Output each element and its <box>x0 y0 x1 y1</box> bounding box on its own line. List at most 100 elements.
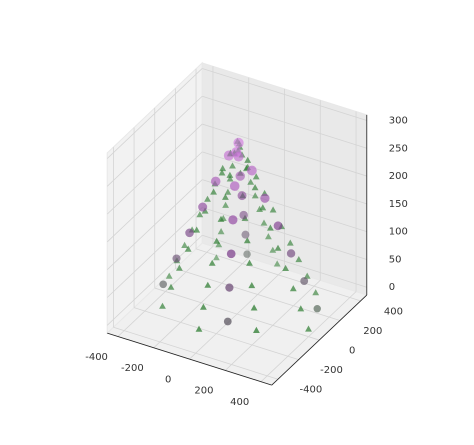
z-tick-label: 300 <box>389 115 408 126</box>
circle-point <box>223 150 234 161</box>
grid-line <box>154 287 320 341</box>
grid-line <box>113 326 279 380</box>
triangle-point <box>267 224 274 231</box>
grid-line <box>202 95 367 149</box>
triangle-point <box>295 256 303 263</box>
circle-point <box>233 137 244 149</box>
triangle-point <box>250 304 258 311</box>
triangle-point <box>297 305 305 312</box>
circle-point <box>226 249 236 259</box>
y-tick-label: 400 <box>384 306 403 317</box>
triangle-point <box>159 302 166 309</box>
circle-point <box>239 210 248 220</box>
triangle-point <box>208 259 216 266</box>
circle-point <box>228 215 238 225</box>
grid-line <box>133 307 299 361</box>
triangle-point <box>243 237 251 244</box>
triangle-point <box>303 272 311 279</box>
triangle-point <box>248 282 256 289</box>
triangle-point <box>217 215 225 222</box>
triangle-point <box>259 204 267 211</box>
triangle-point <box>222 201 229 208</box>
circle-point <box>172 254 181 263</box>
circle-point <box>243 250 251 258</box>
y-tick-label: 0 <box>349 345 355 356</box>
x-tick-label: 200 <box>194 386 213 397</box>
triangle-point <box>282 264 289 271</box>
y-axis-line <box>271 294 368 386</box>
x-tick-label: 400 <box>230 397 249 408</box>
triangle-point <box>251 192 259 199</box>
grid-line <box>106 179 203 271</box>
triangle-point <box>204 281 212 288</box>
triangle-point <box>218 169 226 176</box>
z-tick-label: 200 <box>389 171 408 182</box>
triangle-point <box>229 162 236 169</box>
y-tick-label: -200 <box>320 365 343 376</box>
triangle-point <box>226 171 234 178</box>
circle-point <box>225 283 234 292</box>
triangle-point <box>269 246 277 253</box>
circle-point <box>229 181 240 191</box>
grid-line <box>195 248 361 302</box>
triangle-point <box>305 325 312 332</box>
circle-point <box>313 305 321 313</box>
triangle-point <box>215 241 223 248</box>
triangle-point <box>181 241 188 248</box>
grid-line <box>106 95 203 187</box>
circle-point <box>231 147 242 158</box>
triangle-point <box>167 283 175 290</box>
triangle-point <box>289 285 297 292</box>
triangle-point <box>213 254 220 261</box>
circle-point <box>237 191 247 201</box>
grid-line <box>106 207 203 298</box>
circle-point <box>198 202 208 212</box>
triangle-point <box>269 206 277 213</box>
y-tick-label: 200 <box>363 326 382 337</box>
grid-line <box>202 123 367 177</box>
triangle-point <box>193 226 201 233</box>
grid-line <box>202 234 367 288</box>
triangle-point <box>196 211 204 218</box>
triangle-point <box>184 245 192 252</box>
triangle-point <box>176 264 183 271</box>
z-tick-label: 250 <box>389 143 408 154</box>
triangle-point <box>244 156 252 163</box>
circle-point <box>210 176 221 187</box>
triangle-point <box>213 237 221 244</box>
triangle-point <box>204 195 211 202</box>
triangle-point <box>200 303 207 310</box>
x-tick-label: -400 <box>85 352 108 363</box>
triangle-point <box>217 228 225 235</box>
triangle-point <box>274 244 282 251</box>
grid-line <box>202 151 367 205</box>
grid-line <box>202 68 367 121</box>
z-tick-label: 50 <box>389 254 402 265</box>
triangle-point <box>265 233 272 240</box>
triangle-point <box>253 326 260 333</box>
z-tick-label: 100 <box>389 227 408 238</box>
grid-line <box>106 123 203 215</box>
circle-point <box>286 249 296 258</box>
z-tick-label: 150 <box>389 199 408 210</box>
z-tick-label: 0 <box>389 282 395 293</box>
triangle-point <box>246 259 253 266</box>
triangle-point <box>226 175 234 182</box>
grid-line <box>202 207 367 260</box>
circle-point <box>185 228 194 238</box>
triangle-point <box>256 205 263 212</box>
x-tick-label: -200 <box>121 363 144 374</box>
triangle-point <box>247 178 255 185</box>
grid-line <box>202 179 367 233</box>
x-tick-label: 0 <box>165 374 171 385</box>
circle-point <box>300 277 309 285</box>
triangle-point <box>195 325 203 332</box>
grid-line <box>175 268 341 321</box>
triangle-point <box>222 193 229 200</box>
triangle-point <box>219 164 227 172</box>
triangle-point <box>273 260 281 267</box>
triangle-point <box>165 272 173 279</box>
circle-point <box>246 165 257 176</box>
triangle-point <box>210 188 217 195</box>
